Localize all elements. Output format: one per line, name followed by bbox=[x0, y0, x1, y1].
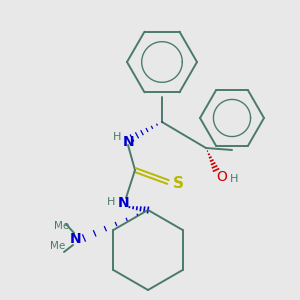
Text: N: N bbox=[70, 232, 82, 246]
Text: H: H bbox=[113, 132, 121, 142]
Text: N: N bbox=[118, 196, 130, 210]
Text: O: O bbox=[217, 170, 227, 184]
Text: Me: Me bbox=[54, 221, 70, 231]
Text: S: S bbox=[172, 176, 184, 191]
Text: Me: Me bbox=[50, 241, 66, 251]
Text: N: N bbox=[123, 135, 135, 149]
Text: H: H bbox=[230, 174, 238, 184]
Text: H: H bbox=[107, 197, 115, 207]
